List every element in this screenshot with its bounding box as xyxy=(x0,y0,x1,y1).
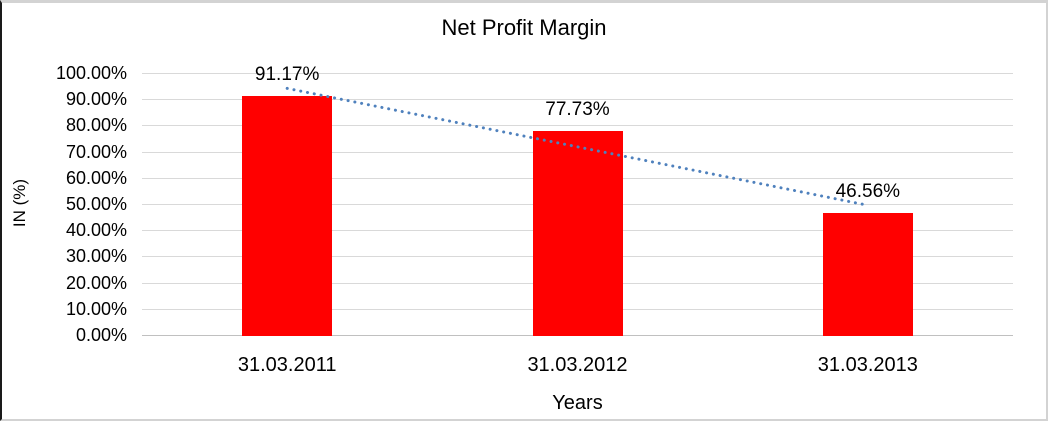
y-tick-label: 90.00% xyxy=(65,89,127,110)
x-category-label: 31.03.2013 xyxy=(817,354,918,376)
gridline xyxy=(142,73,1013,74)
y-tick-label: 50.00% xyxy=(65,194,127,214)
x-category-label: 31.03.2012 xyxy=(527,354,628,376)
x-category-label: 31.03.2011 xyxy=(237,354,337,376)
chart-title: Net Profit Margin xyxy=(441,15,607,40)
bar xyxy=(242,96,333,336)
bar-value-label: 77.73% xyxy=(545,99,610,121)
bar-value-label: 46.56% xyxy=(835,181,901,202)
y-tick-label: 100.00% xyxy=(55,63,127,83)
bar xyxy=(532,131,623,336)
y-tick-label: 80.00% xyxy=(65,115,127,136)
y-tick-label: 10.00% xyxy=(65,298,127,319)
y-tick-label: 30.00% xyxy=(65,246,127,267)
y-tick-label: 40.00% xyxy=(65,220,127,241)
y-tick-label: 60.00% xyxy=(65,167,127,188)
bar-value-label: 91.17% xyxy=(254,64,320,86)
y-tick-label: 70.00% xyxy=(65,141,127,162)
y-tick-label: 20.00% xyxy=(65,272,127,293)
y-tick-label: 0.00% xyxy=(75,325,127,345)
bar xyxy=(822,213,913,336)
x-axis-title: Years xyxy=(552,392,603,414)
